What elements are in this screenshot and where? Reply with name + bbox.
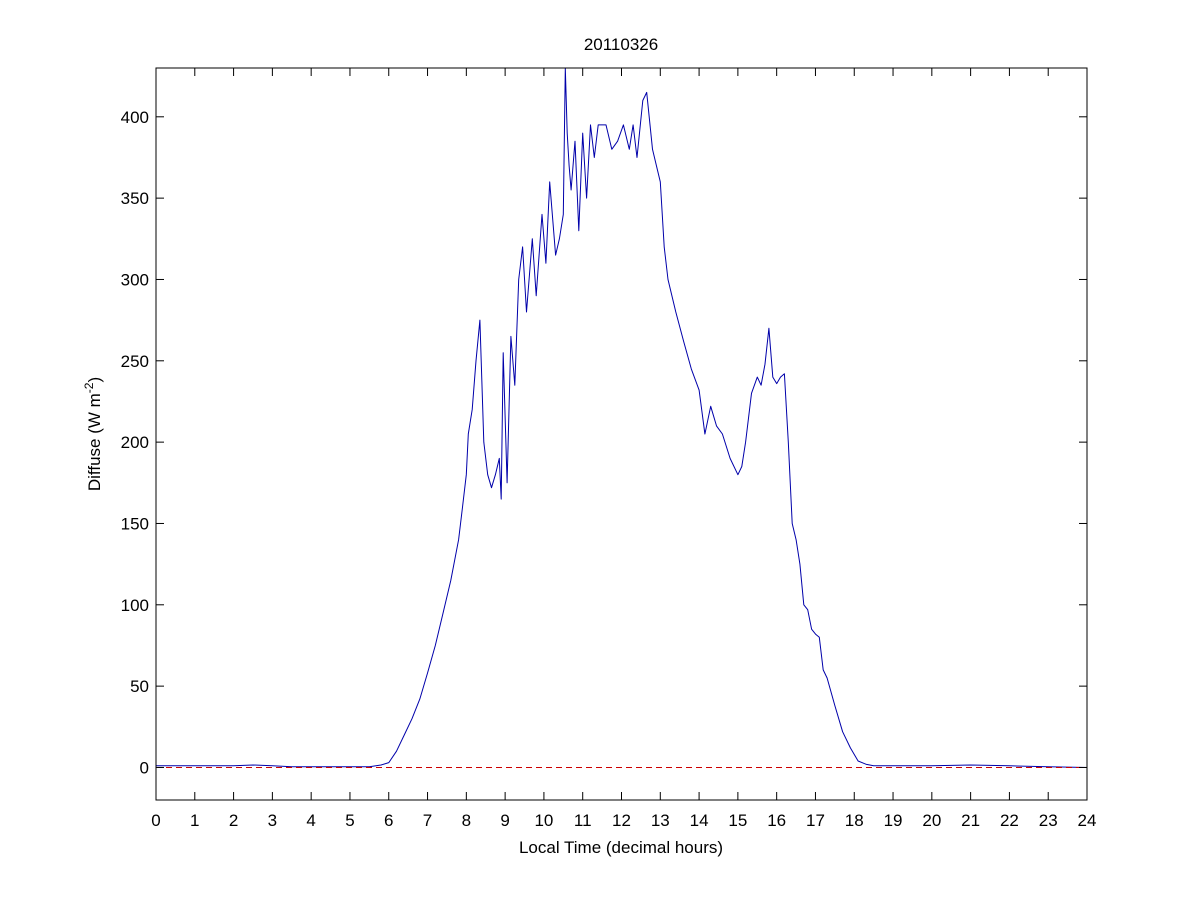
x-tick-label: 19 <box>884 811 903 830</box>
y-axis-label-close: ) <box>85 377 104 383</box>
x-tick-label: 1 <box>190 811 199 830</box>
y-axis-ticks: 0 50 100 150 200 250 300 350 400 <box>121 108 1087 777</box>
y-tick-label: 400 <box>121 108 149 127</box>
x-axis-ticks: 0 1 2 3 4 5 6 7 8 9 10 11 12 13 14 15 16 17 18 19 20 21 22 23 24 <box>151 68 1096 830</box>
x-tick-label: 17 <box>806 811 825 830</box>
x-tick-label: 24 <box>1078 811 1097 830</box>
x-tick-label: 21 <box>961 811 980 830</box>
x-tick-label: 6 <box>384 811 393 830</box>
diffuse-series-line <box>156 67 1088 768</box>
y-tick-label: 200 <box>121 433 149 452</box>
x-tick-label: 12 <box>612 811 631 830</box>
x-tick-label: 0 <box>151 811 160 830</box>
x-tick-label: 13 <box>651 811 670 830</box>
y-tick-label: 150 <box>121 514 149 533</box>
x-tick-label: 9 <box>500 811 509 830</box>
x-tick-label: 15 <box>728 811 747 830</box>
plot-area <box>156 68 1087 800</box>
chart-title: 20110326 <box>584 35 658 54</box>
x-tick-label: 8 <box>462 811 471 830</box>
x-tick-label: 4 <box>306 811 315 830</box>
y-tick-label: 50 <box>130 677 149 696</box>
x-tick-label: 16 <box>767 811 786 830</box>
y-axis-label: Diffuse (W m-2) <box>82 377 104 491</box>
y-tick-label: 100 <box>121 596 149 615</box>
x-tick-label: 7 <box>423 811 432 830</box>
x-tick-label: 22 <box>1000 811 1019 830</box>
x-tick-label: 23 <box>1039 811 1058 830</box>
x-tick-label: 10 <box>534 811 553 830</box>
y-axis-label-superscript: -2 <box>82 382 96 393</box>
x-tick-label: 3 <box>268 811 277 830</box>
y-tick-label: 350 <box>121 189 149 208</box>
y-tick-label: 0 <box>140 758 149 777</box>
x-tick-label: 20 <box>922 811 941 830</box>
x-tick-label: 2 <box>229 811 238 830</box>
x-tick-label: 5 <box>345 811 354 830</box>
x-axis-label: Local Time (decimal hours) <box>519 838 723 857</box>
y-tick-label: 300 <box>121 270 149 289</box>
x-tick-label: 11 <box>574 811 592 830</box>
y-axis-label-main: Diffuse (W m <box>85 393 104 491</box>
series-layer <box>156 67 1088 768</box>
y-tick-label: 250 <box>121 352 149 371</box>
x-tick-label: 18 <box>845 811 864 830</box>
x-tick-label: 14 <box>690 811 709 830</box>
